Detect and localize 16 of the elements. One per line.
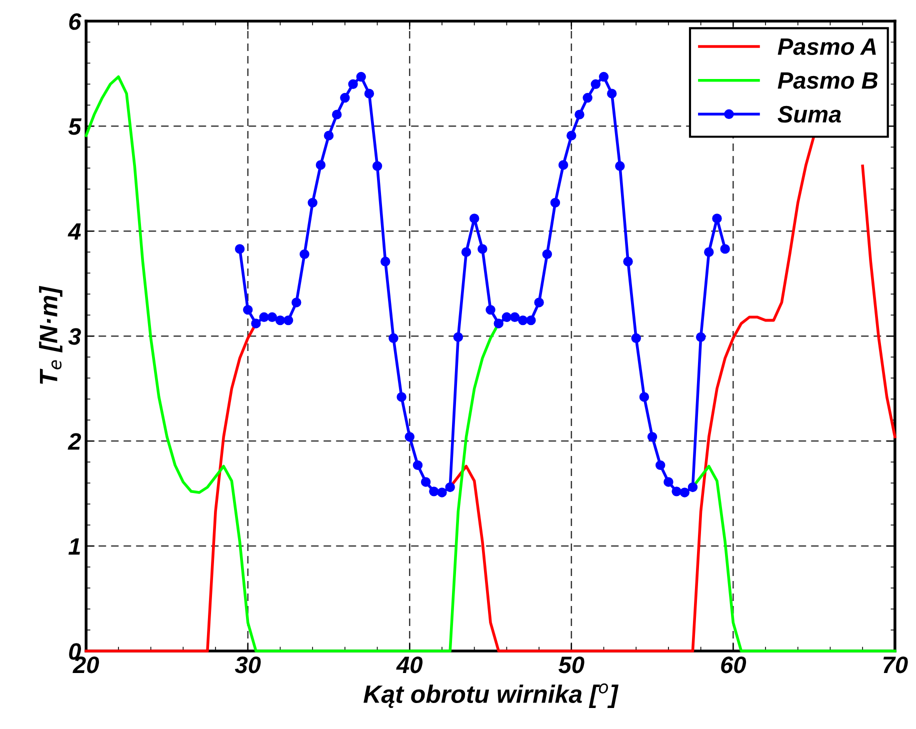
x-tick-label: 40	[396, 656, 423, 674]
x-tick-label: 70	[883, 656, 908, 674]
legend-label: Pasmo B	[778, 72, 878, 89]
x-axis-title: Kąt obrotu wirnika [$^{o}$]	[364, 683, 619, 708]
y-tick-label: 1	[68, 538, 80, 555]
x-tick-label: 30	[234, 656, 261, 674]
x-tick-label: 50	[558, 656, 584, 674]
y-tick-label: 4	[68, 223, 81, 240]
legend-label: Pasmo A	[778, 38, 876, 56]
y-axis-title: T$_{e}$ [N·m]	[39, 286, 62, 384]
y-tick-label: 6	[69, 13, 82, 30]
x-tick-label: 60	[721, 656, 746, 674]
legend-label: Suma	[778, 106, 841, 123]
y-tick-label: 3	[68, 328, 81, 345]
y-tick-label: 5	[68, 118, 82, 135]
y-tick-label: 2	[68, 433, 82, 450]
